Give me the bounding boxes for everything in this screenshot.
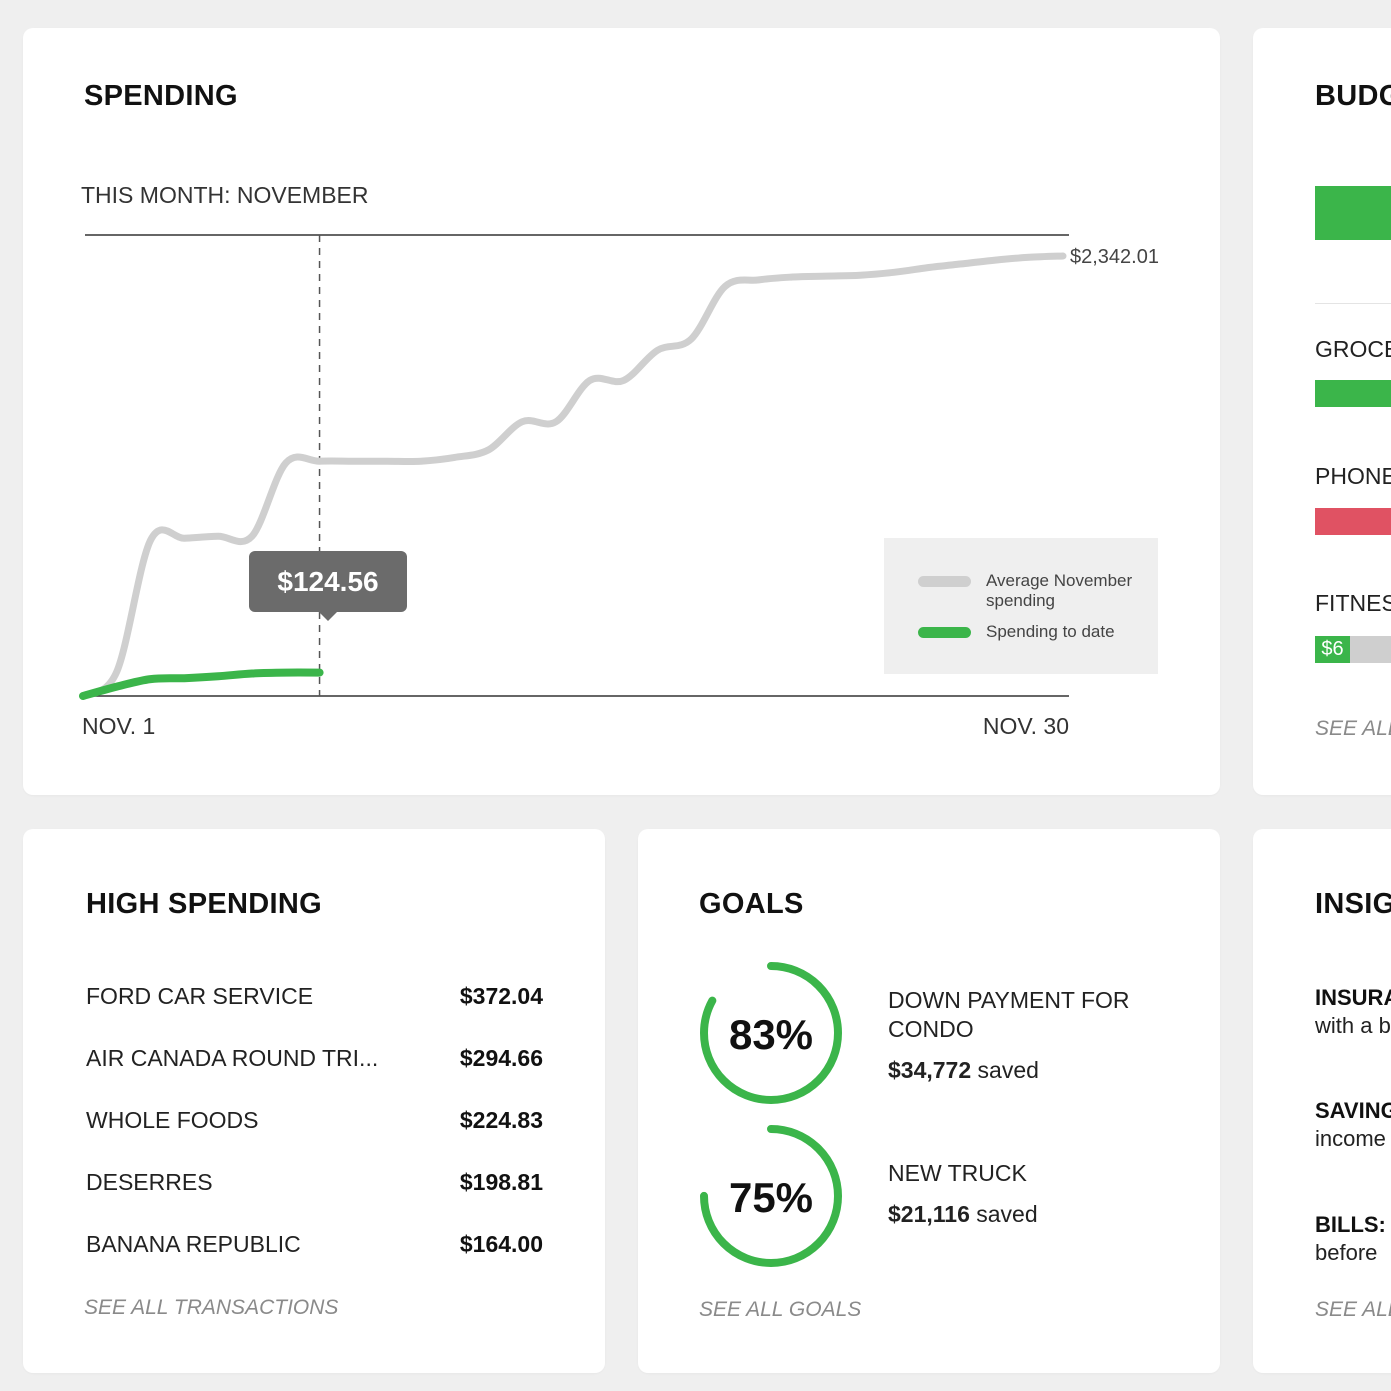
insight-title: INSURA xyxy=(1315,985,1391,1010)
series-layer xyxy=(79,252,1067,700)
spending-title: SPENDING xyxy=(84,80,238,112)
budget-title: BUDG xyxy=(1315,80,1391,112)
spending-subtitle: THIS MONTH: NOVEMBER xyxy=(81,182,369,208)
insights-title: INSIG xyxy=(1315,888,1391,920)
insight-text: with a b xyxy=(1315,1013,1391,1038)
budget-chip-fitness: $6 xyxy=(1315,636,1350,663)
budget-card: BUDG GROCE PHONE FITNES $6 SEE ALL xyxy=(1253,28,1391,795)
goal-progress-ring: 75% xyxy=(700,1125,842,1267)
x-tick-end: NOV. 30 xyxy=(983,713,1069,739)
see-all-goals-link[interactable]: SEE ALL GOALS xyxy=(699,1298,862,1321)
x-tick-start: NOV. 1 xyxy=(82,713,155,739)
end-value-label: $2,342.01 xyxy=(1070,246,1159,268)
chart-legend: Average November spending Spending to da… xyxy=(884,538,1158,674)
budget-label-phone: PHONE xyxy=(1315,463,1391,489)
transaction-name: WHOLE FOODS xyxy=(86,1107,259,1133)
series-line-average xyxy=(79,252,1067,700)
insight-title: SAVING xyxy=(1315,1098,1391,1123)
budget-bar-phone xyxy=(1315,508,1391,535)
transaction-name: AIR CANADA ROUND TRI... xyxy=(86,1045,379,1071)
budget-divider xyxy=(1315,303,1391,304)
goal-percent: 83% xyxy=(729,1011,813,1058)
transaction-name: DESERRES xyxy=(86,1169,213,1195)
budget-total-bar xyxy=(1315,186,1391,240)
tooltip-arrow xyxy=(319,612,337,621)
transaction-amount: $294.66 xyxy=(459,1045,543,1071)
legend-item-average: Average November spending xyxy=(918,571,1146,611)
transaction-amount: $224.83 xyxy=(459,1107,543,1133)
transaction-amount: $198.81 xyxy=(459,1169,543,1195)
legend-label-to-date: Spending to date xyxy=(986,622,1115,641)
spending-card: SPENDING THIS MONTH: NOVEMBER $2,342.01 … xyxy=(23,28,1220,795)
goal-saved-amount: $34,772 xyxy=(888,1057,972,1083)
goal-saved-suffix: saved xyxy=(969,1201,1038,1227)
transaction-name: BANANA REPUBLIC xyxy=(86,1231,301,1257)
goal-name: NEW TRUCK xyxy=(888,1160,1027,1186)
goal-name: DOWN PAYMENT FOR CONDO xyxy=(888,987,1130,1042)
legend-label-average: Average November spending xyxy=(986,571,1133,610)
spending-chart: $2,342.01 NOV. 1 NOV. 30 xyxy=(79,234,1159,739)
budget-bar-groceries xyxy=(1315,380,1391,407)
goals-card: GOALS 83% DOWN PAYMENT FOR CONDO $34,772… xyxy=(638,829,1220,1373)
series-line-to-date xyxy=(79,668,324,700)
goal-saved-amount: $21,116 xyxy=(888,1201,970,1227)
high-spending-title: HIGH SPENDING xyxy=(86,888,322,920)
goal-percent: 75% xyxy=(729,1174,813,1221)
see-all-transactions-link[interactable]: SEE ALL TRANSACTIONS xyxy=(84,1296,339,1319)
insights-see-all-link[interactable]: SEE ALL xyxy=(1315,1298,1391,1321)
goals-title: GOALS xyxy=(699,888,804,920)
high-spending-card: HIGH SPENDING FORD CAR SERVICE $372.04 A… xyxy=(23,829,605,1373)
goal-progress-arc xyxy=(700,962,842,1104)
budget-label-fitness: FITNES xyxy=(1315,590,1391,616)
goal-progress-ring: 83% xyxy=(700,962,842,1104)
goal-saved: $34,772 saved xyxy=(888,1057,1039,1084)
transaction-row[interactable]: WHOLE FOODS $224.83 xyxy=(86,1107,543,1137)
transaction-name: FORD CAR SERVICE xyxy=(86,983,314,1009)
goal-saved-suffix: saved xyxy=(971,1057,1039,1083)
transaction-amount: $164.00 xyxy=(459,1231,543,1257)
budget-label-groceries: GROCE xyxy=(1315,336,1391,362)
goal-progress-arc xyxy=(700,1125,842,1267)
spending-tooltip: $124.56 xyxy=(249,551,407,612)
goal-saved: $21,116 saved xyxy=(888,1201,1038,1228)
insight-text: before xyxy=(1315,1240,1378,1265)
transaction-row[interactable]: DESERRES $198.81 xyxy=(86,1169,543,1199)
insights-card: INSIG INSURA with a b SAVING income BILL… xyxy=(1253,829,1391,1373)
budget-see-all-link[interactable]: SEE ALL xyxy=(1315,717,1391,740)
legend-item-to-date: Spending to date xyxy=(918,622,1146,642)
transaction-row[interactable]: AIR CANADA ROUND TRI... $294.66 xyxy=(86,1045,543,1075)
insight-text: income xyxy=(1315,1126,1386,1151)
transaction-row[interactable]: BANANA REPUBLIC $164.00 xyxy=(86,1231,543,1261)
legend-swatch-average xyxy=(918,576,971,587)
transaction-amount: $372.04 xyxy=(459,983,543,1009)
transaction-row[interactable]: FORD CAR SERVICE $372.04 xyxy=(86,983,543,1013)
insight-title: BILLS: Y xyxy=(1315,1212,1391,1237)
legend-swatch-to-date xyxy=(918,627,971,638)
